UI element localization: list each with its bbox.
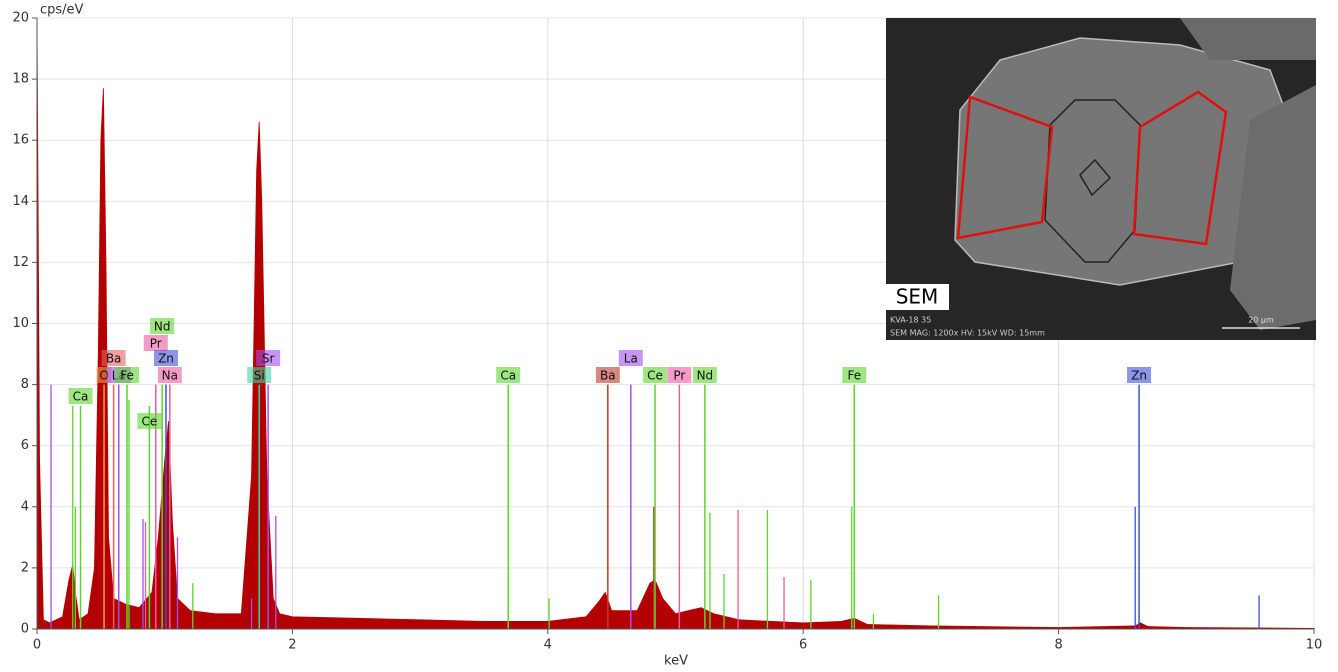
y-tick-label: 20 xyxy=(12,11,29,26)
x-tick-label: 10 xyxy=(1306,638,1323,653)
y-tick-label: 8 xyxy=(21,377,29,392)
element-label: Sr xyxy=(262,352,275,366)
element-label: Fe xyxy=(847,369,861,383)
y-axis-label: cps/eV xyxy=(40,3,84,18)
element-label: Fe xyxy=(120,369,134,383)
scale-bar-label: 20 µm xyxy=(1248,316,1274,325)
element-label: Zn xyxy=(158,352,174,366)
x-tick-label: 2 xyxy=(288,638,296,653)
y-tick-label: 2 xyxy=(21,560,29,575)
y-tick-label: 16 xyxy=(12,133,29,148)
x-axis-label: keV xyxy=(664,654,688,669)
inset-sample: KVA-18 35 xyxy=(890,316,931,325)
element-label: Pr xyxy=(150,337,162,351)
x-tick-label: 0 xyxy=(33,638,41,653)
element-label: Nd xyxy=(154,320,171,334)
y-tick-label: 6 xyxy=(21,438,29,453)
x-tick-label: 8 xyxy=(1054,638,1062,653)
element-label: Ce xyxy=(141,415,157,429)
element-label: Na xyxy=(162,369,178,383)
y-tick-label: 12 xyxy=(12,255,29,270)
element-label: Zn xyxy=(1131,369,1147,383)
element-label: Si xyxy=(254,369,265,383)
element-label: Ce xyxy=(647,369,663,383)
element-label: Ba xyxy=(106,352,122,366)
chart: cps/eV keV 024681012141618200246810CaOBa… xyxy=(0,0,1338,672)
element-label: Pr xyxy=(673,369,685,383)
element-label: Ca xyxy=(500,369,516,383)
page: cps/eV keV 024681012141618200246810CaOBa… xyxy=(0,0,1338,672)
y-tick-label: 18 xyxy=(12,72,29,87)
element-label: Ba xyxy=(600,369,616,383)
y-tick-label: 0 xyxy=(21,622,29,637)
element-label: Nd xyxy=(697,369,714,383)
x-tick-label: 4 xyxy=(544,638,552,653)
element-label: Ca xyxy=(73,390,89,404)
y-tick-label: 10 xyxy=(12,316,29,331)
inset-label: SEM xyxy=(896,285,939,309)
y-tick-label: 4 xyxy=(21,499,29,514)
y-tick-label: 14 xyxy=(12,194,29,209)
element-label: La xyxy=(624,352,638,366)
sem-inset: SEM KVA-18 35 SEM MAG: 1200x HV: 15kV WD… xyxy=(886,18,1316,340)
x-tick-label: 6 xyxy=(799,638,807,653)
inset-info: SEM MAG: 1200x HV: 15kV WD: 15mm xyxy=(890,329,1045,338)
